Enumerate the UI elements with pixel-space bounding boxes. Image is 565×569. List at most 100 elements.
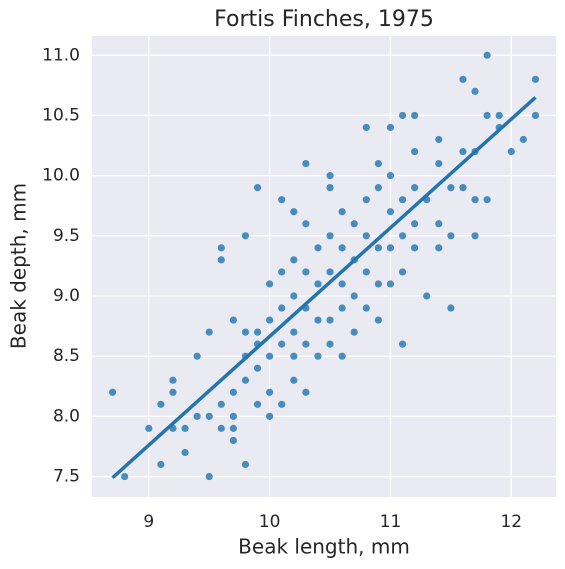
point [302, 159, 310, 168]
point [253, 364, 262, 372]
point [266, 280, 274, 288]
point [278, 400, 286, 408]
point [435, 135, 443, 144]
point [326, 172, 334, 180]
point [229, 388, 237, 396]
point [169, 388, 177, 396]
point [326, 232, 334, 240]
y-tick-label: 8.0 [53, 406, 80, 426]
point [157, 460, 165, 469]
point [519, 135, 527, 144]
point [326, 316, 334, 324]
x-axis-label: Beak length, mm [238, 535, 410, 559]
point [411, 184, 419, 192]
point [495, 111, 503, 120]
point [507, 147, 515, 156]
point [169, 376, 177, 384]
point [338, 280, 346, 288]
point [411, 220, 419, 228]
point [266, 352, 274, 360]
point [302, 268, 310, 276]
point [290, 352, 298, 360]
point [302, 340, 310, 348]
y-tick-label: 11.0 [42, 45, 80, 65]
point [338, 352, 346, 360]
y-tick-label: 7.5 [53, 467, 80, 487]
point [217, 256, 225, 264]
point [386, 244, 395, 252]
point [362, 268, 370, 276]
point [435, 159, 443, 168]
point [411, 244, 419, 252]
point [423, 292, 431, 300]
point [447, 184, 455, 192]
point [278, 196, 286, 204]
point [326, 340, 334, 348]
point [217, 244, 225, 252]
point [411, 147, 419, 156]
point [374, 159, 382, 168]
point [314, 244, 322, 252]
point [241, 232, 250, 240]
point [205, 328, 213, 336]
point [290, 256, 298, 264]
point [157, 400, 165, 408]
point [145, 424, 153, 432]
point [459, 184, 467, 192]
point [193, 352, 201, 360]
x-tick-label: 12 [500, 512, 522, 532]
point [459, 147, 467, 156]
point [386, 280, 395, 288]
point [314, 316, 322, 324]
point [398, 340, 407, 348]
point [253, 400, 262, 408]
point [290, 328, 298, 336]
point [483, 111, 491, 120]
point [362, 196, 370, 204]
point [217, 400, 225, 408]
point [362, 123, 370, 132]
regression-line [111, 96, 537, 480]
point [350, 328, 358, 336]
point [266, 388, 274, 396]
point [326, 268, 334, 276]
point [338, 208, 346, 216]
point [386, 172, 395, 180]
y-tick-label: 9.5 [53, 226, 80, 246]
point [266, 316, 274, 324]
point [278, 268, 286, 276]
point [253, 184, 262, 192]
y-tick-label: 9.0 [53, 286, 80, 306]
point [386, 123, 395, 132]
point [435, 220, 443, 228]
x-tick-label: 9 [143, 512, 154, 532]
point [241, 460, 250, 469]
point [447, 304, 455, 312]
point [278, 304, 286, 312]
y-tick-label: 10.5 [42, 105, 80, 125]
y-tick-label: 10.0 [42, 166, 80, 186]
point [314, 280, 322, 288]
point [229, 316, 237, 324]
point [398, 268, 407, 276]
point [471, 87, 479, 95]
point [108, 388, 117, 396]
y-axis-label: Beak depth, mm [7, 183, 31, 349]
point [447, 232, 455, 240]
point [459, 75, 467, 83]
point [253, 328, 262, 336]
point [471, 196, 479, 204]
point [411, 111, 419, 120]
point [302, 220, 310, 228]
point [290, 208, 298, 216]
y-tick-label: 8.5 [53, 346, 80, 366]
point [374, 184, 382, 192]
point [181, 448, 189, 457]
point [278, 340, 286, 348]
point [386, 208, 395, 216]
point [193, 412, 201, 420]
point [374, 244, 382, 252]
point [338, 304, 346, 312]
point [205, 472, 213, 481]
point [374, 280, 382, 288]
